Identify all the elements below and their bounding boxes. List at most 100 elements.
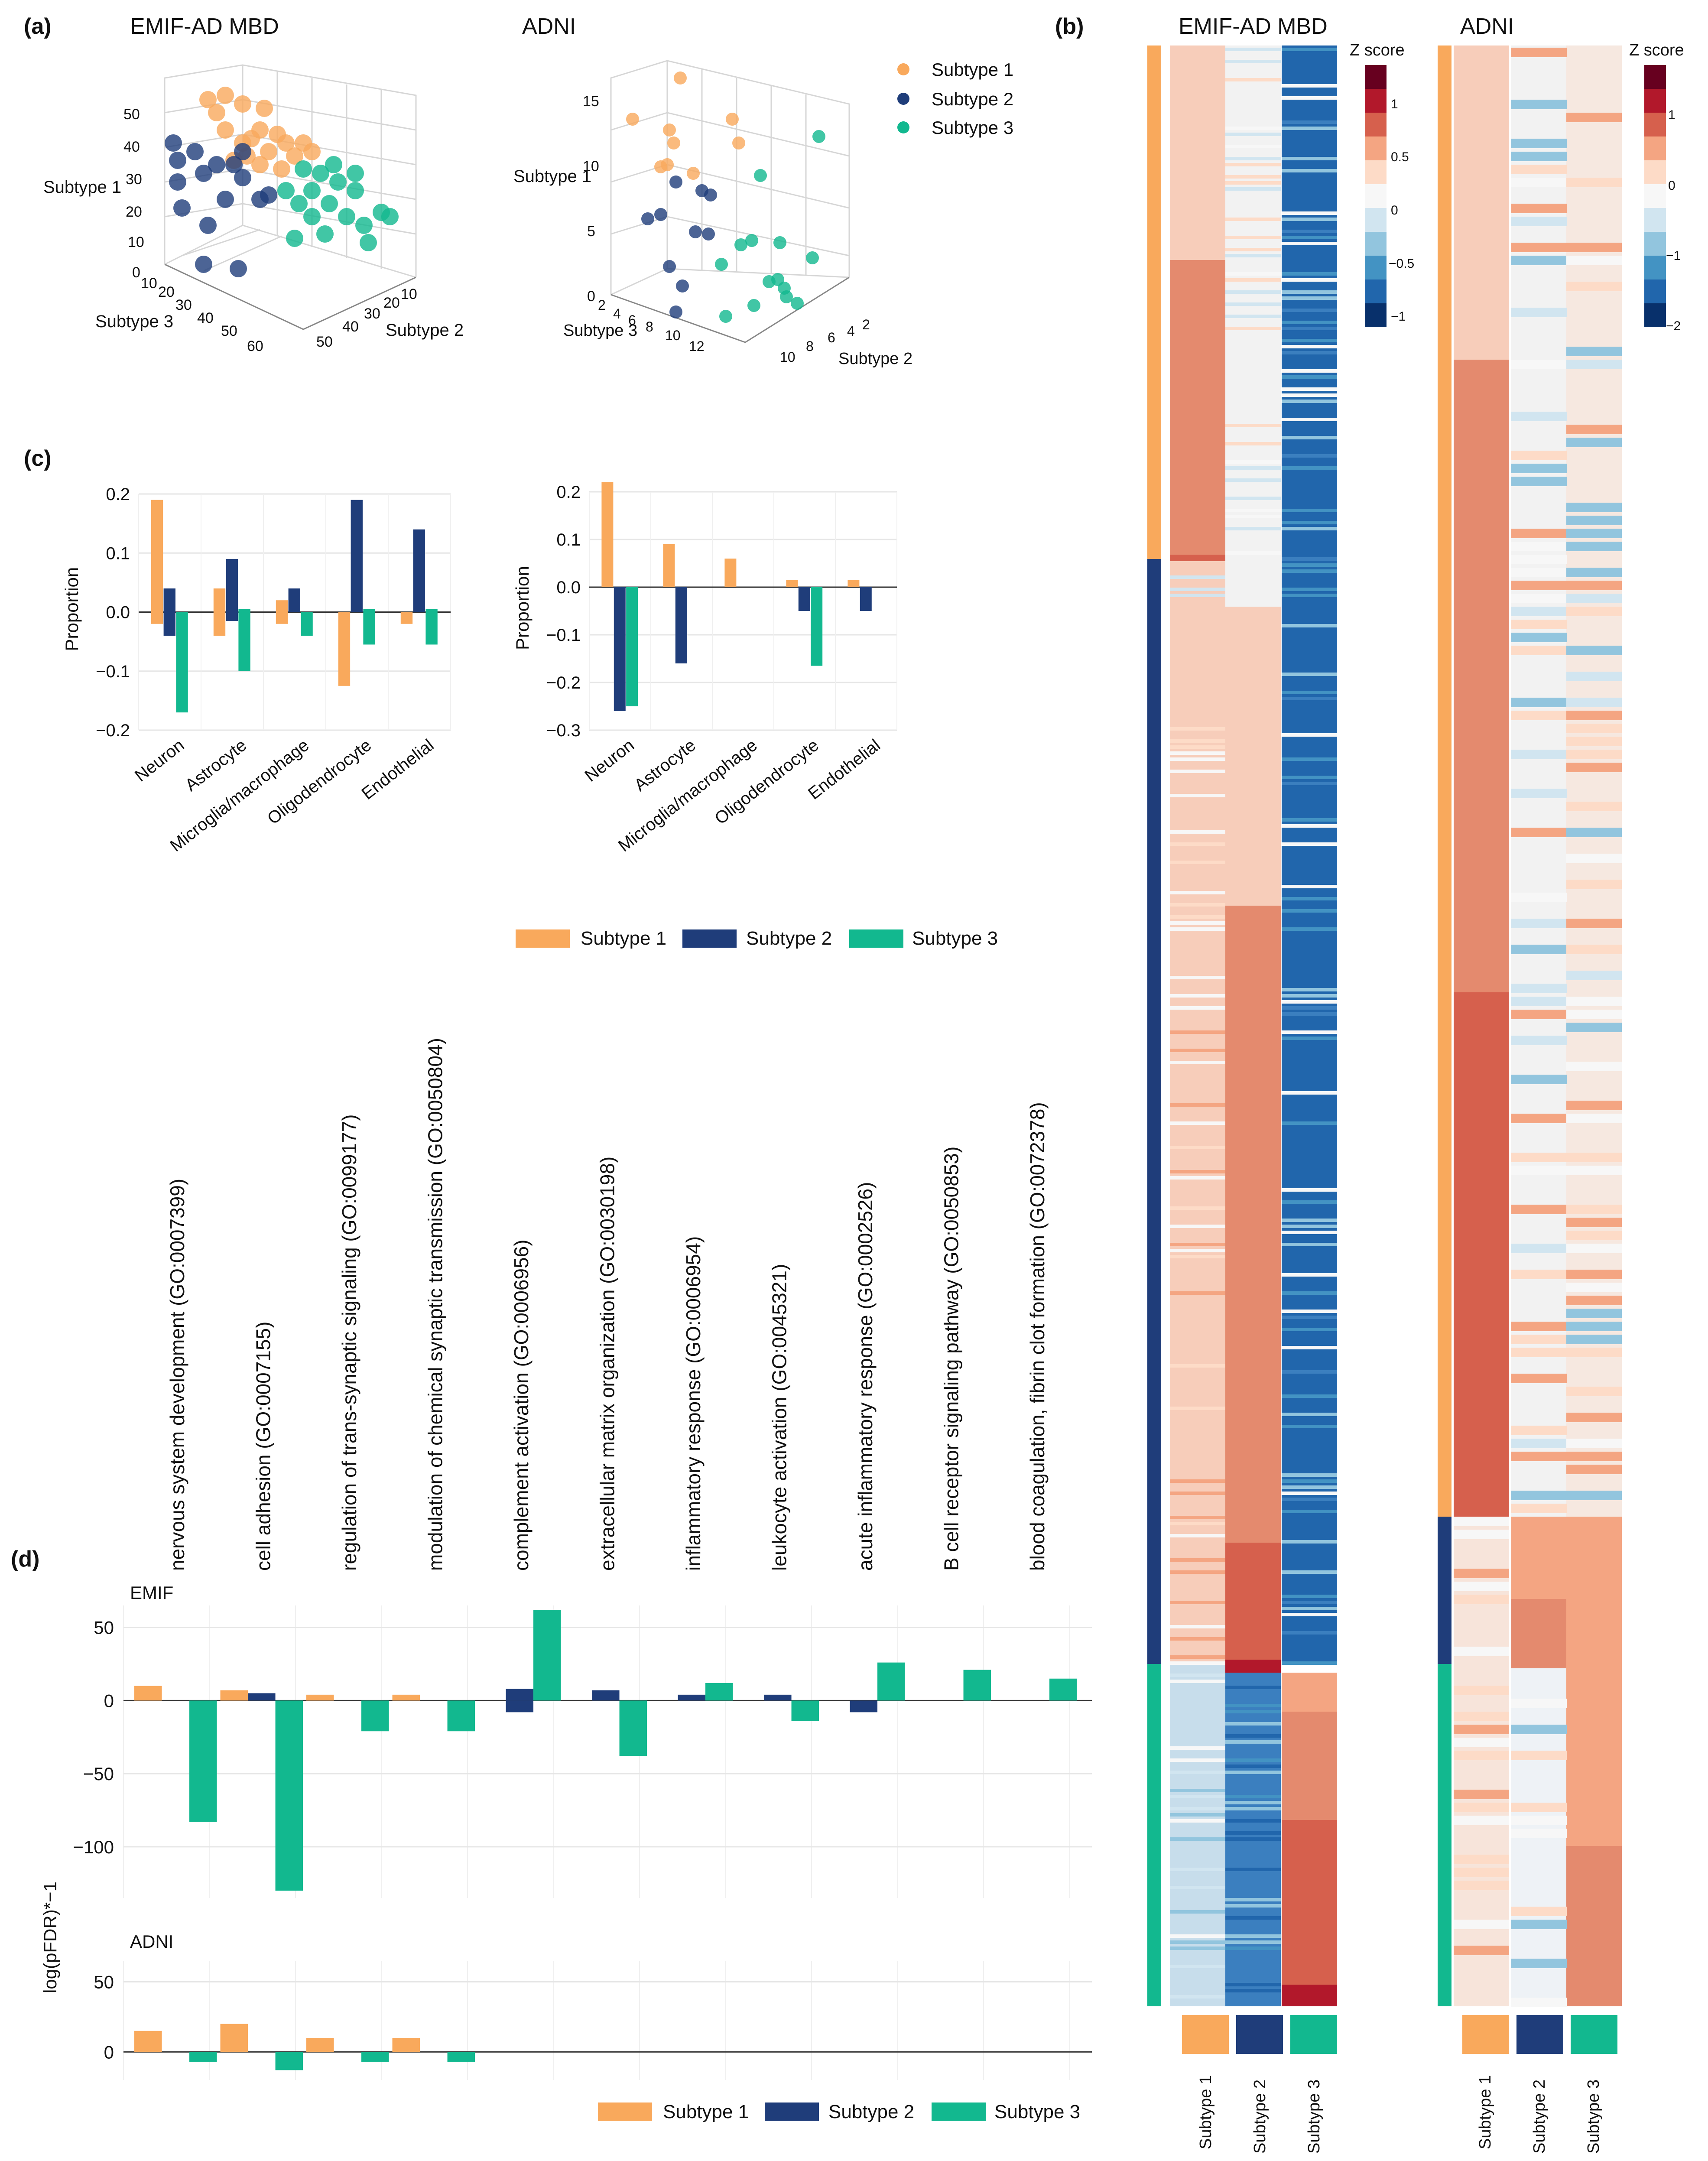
d-EMIF-bar-s1-2 bbox=[306, 1694, 334, 1701]
hm-emif-cell-16 bbox=[1225, 48, 1281, 51]
hm-emif-cell-72 bbox=[1225, 478, 1281, 482]
c_adni-ytick-2: 0.0 bbox=[556, 578, 581, 597]
scale-emif-seg-5 bbox=[1365, 184, 1387, 208]
hm-emif-cell-217 bbox=[1170, 1886, 1225, 1889]
c_adni-bar-pos-s1-2 bbox=[724, 559, 737, 587]
scatter-adni-zlabel: Subtype 1 bbox=[513, 167, 591, 186]
scatter-adni-xlabel: Subtype 3 bbox=[563, 322, 637, 340]
hm-adni-cell-75 bbox=[1566, 945, 1622, 954]
hm-emif-cell-175 bbox=[1170, 1558, 1225, 1562]
hm-emif-cell-55 bbox=[1282, 327, 1337, 330]
hm-adni-cell-59 bbox=[1566, 711, 1622, 720]
c_adni-bar-pos-s1-1 bbox=[663, 544, 675, 587]
hm-emif-cell-69 bbox=[1225, 460, 1281, 464]
hm-emif-cell-170 bbox=[1282, 1510, 1337, 1513]
hm-adni-cell-38 bbox=[1511, 529, 1567, 538]
emif-point-s1-1 bbox=[217, 87, 234, 104]
go-term-7: leukocyte activation (GO:0045321) bbox=[768, 1264, 791, 1571]
hm-adni-cell-106 bbox=[1511, 1335, 1567, 1344]
hm-adni-cell-32 bbox=[1566, 438, 1622, 447]
hm-adni-cell-99 bbox=[1511, 1270, 1567, 1279]
hm-emif-cell-140 bbox=[1282, 1200, 1337, 1204]
scatter-emif-yticks: 10 20 30 40 50 bbox=[316, 286, 417, 350]
c-legend-label-s3: Subtype 3 bbox=[912, 928, 998, 949]
hm-emif-cell-182 bbox=[1282, 1613, 1337, 1616]
hm-adni-cell-16 bbox=[1511, 165, 1567, 174]
scale-emif-seg-4 bbox=[1365, 160, 1387, 184]
d-EMIF-bar-s3-6 bbox=[705, 1683, 733, 1701]
hm-adni-cell-69 bbox=[1566, 854, 1622, 863]
c_emif-ylabel: Proportion bbox=[62, 567, 82, 651]
hm-emif-cell-189 bbox=[1170, 1674, 1225, 1677]
panel-label-b: (b) bbox=[1055, 14, 1084, 39]
hm-emif-cell-231 bbox=[1170, 1995, 1225, 1999]
d-legend-swatch-s1 bbox=[598, 2103, 652, 2121]
hm-emif-cell-120 bbox=[1282, 988, 1337, 991]
hm-emif-cell-20 bbox=[1282, 84, 1337, 88]
svg-text:15: 15 bbox=[583, 93, 599, 110]
d-legend-swatch-s3 bbox=[932, 2103, 986, 2121]
hm-emif-cell-59 bbox=[1282, 369, 1337, 373]
c-legend-label-s2: Subtype 2 bbox=[746, 928, 832, 949]
emif-point-s1-12 bbox=[286, 147, 303, 165]
hm-adni-cell-11 bbox=[1511, 48, 1567, 57]
emif-point-s1-18 bbox=[208, 104, 225, 121]
svg-text:50: 50 bbox=[123, 106, 140, 123]
hm-adni-side-1 bbox=[1438, 1517, 1451, 1664]
hm-adni-cell-118 bbox=[1566, 1465, 1622, 1474]
d-ADNI-ytick-0: 50 bbox=[94, 1972, 114, 1992]
hm-emif-cell-22 bbox=[1282, 120, 1337, 124]
hm-adni-cell-122 bbox=[1454, 1517, 1509, 1526]
hm-adni-cell-88 bbox=[1566, 1114, 1622, 1123]
hm-emif-cell-127 bbox=[1170, 1030, 1225, 1034]
scale-emif-seg-2 bbox=[1365, 113, 1387, 136]
hm-adni-colswatch-s3 bbox=[1571, 2015, 1617, 2054]
hm-emif-cell-75 bbox=[1282, 509, 1337, 512]
scale-emif-seg-7 bbox=[1365, 232, 1387, 256]
go-term-10: blood coagulation, fibrin clot formation… bbox=[1026, 1102, 1049, 1571]
hm-emif-cell-124 bbox=[1170, 1006, 1225, 1010]
hm-emif-collabel-s3: Subtype 3 bbox=[1305, 2080, 1323, 2154]
scale-adni-tick-m1: −1 bbox=[1666, 249, 1681, 263]
hm-emif-cell-49 bbox=[1282, 296, 1337, 300]
hm-adni-cell-39 bbox=[1566, 529, 1622, 538]
hm-emif-cell-119 bbox=[1170, 976, 1225, 979]
go-term-9: B cell receptor signaling pathway (GO:00… bbox=[940, 1147, 963, 1571]
hm-emif-cell-39 bbox=[1282, 236, 1337, 239]
hm-emif-cell-38 bbox=[1225, 236, 1281, 239]
scale-adni-seg-7 bbox=[1644, 232, 1666, 256]
c_emif-bar-neg-s2-1 bbox=[226, 612, 238, 621]
hm-emif-cell-17 bbox=[1282, 48, 1337, 51]
svg-text:20: 20 bbox=[383, 295, 400, 311]
hm-emif-cell-142 bbox=[1282, 1219, 1337, 1222]
hm-adni-cell-86 bbox=[1566, 1101, 1622, 1110]
emif-point-s2-15 bbox=[169, 173, 186, 191]
svg-text:40: 40 bbox=[123, 139, 140, 155]
hm-adni-cell-2 bbox=[1454, 992, 1509, 1517]
hm-adni-cell-80 bbox=[1511, 1010, 1567, 1019]
hm-adni-cell-73 bbox=[1566, 919, 1622, 928]
heatmap-emif-title: EMIF-AD MBD bbox=[1179, 14, 1328, 39]
hm-emif-cell-112 bbox=[1282, 897, 1337, 900]
hm-emif-cell-91 bbox=[1282, 691, 1337, 694]
hm-adni-cell-26 bbox=[1511, 308, 1567, 317]
hm-adni-cell-76 bbox=[1566, 971, 1622, 980]
go-term-4: complement activation (GO:0006956) bbox=[510, 1239, 533, 1571]
c-legend: Subtype 1 Subtype 2 Subtype 3 bbox=[516, 928, 998, 949]
hm-adni-cell-6 bbox=[1511, 1599, 1567, 1668]
d-EMIF-label: EMIF bbox=[130, 1583, 173, 1603]
hm-adni-cell-93 bbox=[1511, 1205, 1567, 1214]
hm-adni-cell-148 bbox=[1454, 1946, 1509, 1955]
c_adni-ytick-4: −0.2 bbox=[546, 673, 581, 692]
hm-emif-cell-152 bbox=[1282, 1291, 1337, 1295]
hm-adni-cell-12 bbox=[1511, 100, 1567, 109]
hm-adni-cell-108 bbox=[1511, 1348, 1567, 1357]
hm-emif-cell-144 bbox=[1282, 1225, 1337, 1228]
hm-emif-cell-224 bbox=[1170, 1940, 1225, 1944]
d-legend-label-s2: Subtype 2 bbox=[828, 2101, 914, 2122]
hm-adni-cell-97 bbox=[1511, 1244, 1567, 1253]
svg-text:40: 40 bbox=[342, 318, 359, 335]
go-term-6: inflammatory response (GO:0006954) bbox=[682, 1236, 705, 1571]
hm-emif-cell-113 bbox=[1170, 903, 1225, 907]
hm-emif-cell-115 bbox=[1170, 915, 1225, 919]
